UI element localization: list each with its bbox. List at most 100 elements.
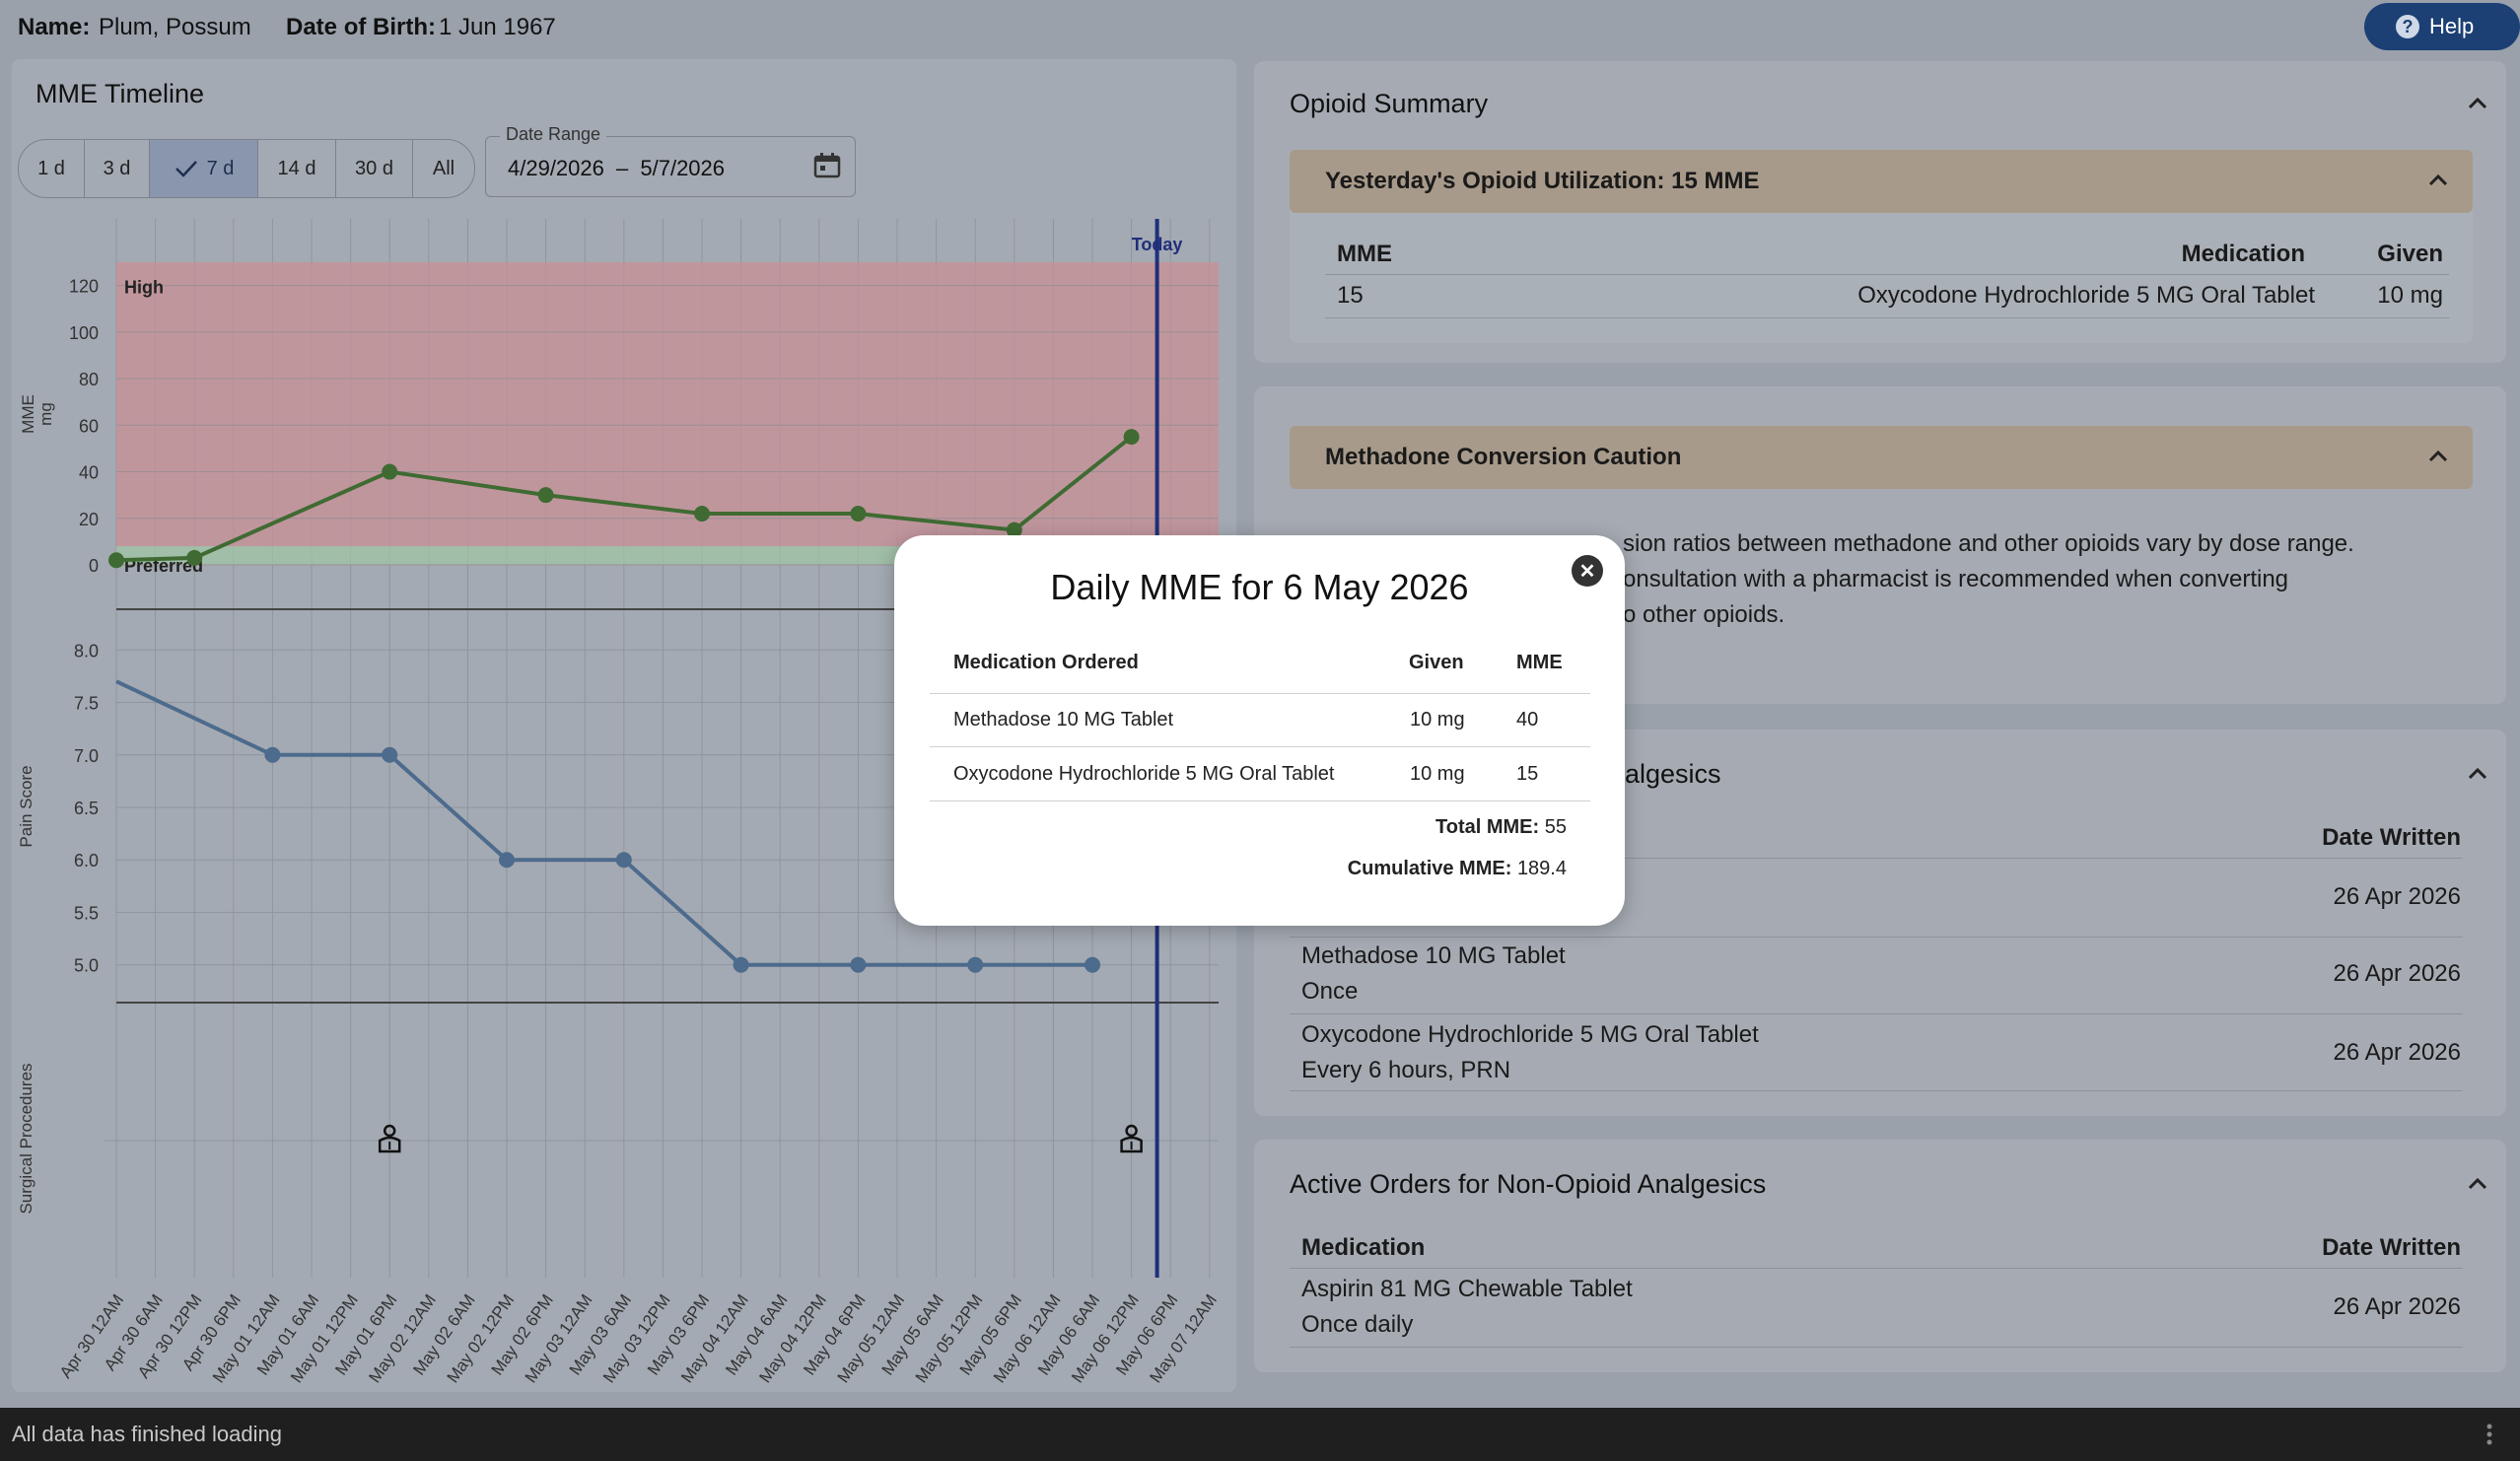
daily-mme-dialog: Daily MME for 6 May 2026 ✕ Medication Or… [894,535,1625,926]
dialog-row-given: 10 mg [1410,763,1465,785]
close-icon: ✕ [1578,560,1596,583]
order-name: Aspirin 81 MG Chewable Tablet [1301,1276,1633,1302]
col-medication: Medication [2181,241,2305,267]
row-divider [1290,1090,2463,1091]
y-tick-label: 7.0 [74,746,99,766]
row-divider [930,693,1590,694]
chevron-up-icon[interactable] [2465,1171,2490,1197]
more-vert-icon[interactable] [2485,1422,2494,1447]
range-1d-button[interactable]: 1 d [19,140,85,197]
y-axis-label: Pain Score [17,765,35,847]
mme-data-point [537,487,554,504]
cumulative-mme-value: 189.4 [1516,858,1567,879]
order-date: 26 Apr 2026 [2333,883,2461,910]
range-7d-label: 7 d [206,157,235,179]
mme-data-point [1123,429,1140,446]
high-zone-label: High [124,278,164,298]
col-mme: MME [1337,241,1392,267]
chevron-up-icon[interactable] [2465,761,2490,787]
total-mme-label: Total MME: [1435,816,1540,838]
pain-data-point [264,746,281,763]
non-opioid-title: Active Orders for Non-Opioid Analgesics [1290,1169,1767,1199]
range-7d-button[interactable]: 7 d [150,140,258,197]
col-medication: Medication [1301,1234,1426,1261]
check-icon [175,161,197,177]
pain-data-point [850,956,867,973]
mme-data-point [694,506,710,522]
order-date: 26 Apr 2026 [2333,960,2461,987]
date-range-value: 4/29/2026 – 5/7/2026 [508,156,725,181]
dialog-row-medication: Oxycodone Hydrochloride 5 MG Oral Tablet [953,763,1335,785]
row-divider [930,746,1590,747]
col-medication-ordered: Medication Ordered [953,652,1139,673]
col-date-written: Date Written [2322,824,2461,851]
help-label: Help [2429,14,2475,38]
col-mme: MME [1516,652,1563,673]
chevron-up-icon[interactable] [2425,444,2451,469]
date-range-field[interactable]: Date Range 4/29/2026 – 5/7/2026 [485,124,856,197]
range-3d-button[interactable]: 3 d [85,140,150,197]
surgical-procedure-icon [378,1124,401,1153]
range-30d-button[interactable]: 30 d [336,140,413,197]
y-tick-label: 7.5 [74,694,99,714]
range-all-button[interactable]: All [432,157,455,179]
y-tick-label: 60 [79,416,99,436]
dialog-row-given: 10 mg [1410,709,1465,730]
pain-data-point [967,956,984,973]
opioid-orders-title: algesics [1625,759,1721,789]
yesterday-utilization-card: Yesterday's Opioid Utilization: 15 MME M… [1290,150,2473,343]
calendar-icon[interactable] [813,153,841,178]
methadone-caution-text: sion ratios between methadone and other … [1623,526,2490,633]
total-mme-value: 55 [1544,816,1567,838]
high-zone [116,262,1219,547]
order-frequency: Once [1301,978,1359,1005]
pain-data-point [1085,956,1100,973]
order-date: 26 Apr 2026 [2333,1293,2461,1320]
y-tick-label: 5.5 [74,903,99,923]
pain-data-point [499,852,515,869]
pain-data-point [615,852,632,869]
col-date-written: Date Written [2322,1234,2461,1261]
date-end: 5/7/2026 [640,156,726,180]
row-divider [1290,1347,2463,1348]
row-divider [1290,1268,2463,1269]
help-icon: ? [2396,15,2419,38]
y-axis-label: MMEmg [19,394,55,434]
methadone-caution-header[interactable]: Methadone Conversion Caution [1290,426,2473,489]
y-tick-label: 8.0 [74,641,99,661]
help-button[interactable]: ? Help [2364,3,2520,50]
dob-label: Date of Birth: [286,14,436,40]
y-tick-label: 120 [69,277,99,297]
date-start: 4/29/2026 [508,156,604,180]
non-opioid-orders-card: Active Orders for Non-Opioid Analgesics … [1254,1140,2506,1372]
row-divider [1290,858,2463,859]
methadone-caution-title: Methadone Conversion Caution [1325,444,1682,470]
close-button[interactable]: ✕ [1572,555,1603,587]
col-given: Given [1409,652,1464,673]
y-tick-label: 20 [79,510,99,529]
mme-data-point [850,506,867,522]
patient-name: Plum, Possum [99,14,251,40]
total-mme: Total MME: 55 [1190,816,1567,839]
mme-data-point [382,463,398,480]
y-tick-label: 6.5 [74,799,99,818]
yesterday-utilization-header[interactable]: Yesterday's Opioid Utilization: 15 MME [1290,150,2473,213]
row-given: 10 mg [2377,282,2443,309]
order-frequency: Once daily [1301,1311,1414,1338]
chevron-up-icon[interactable] [2425,168,2451,193]
y-tick-label: 6.0 [74,851,99,870]
today-label: Today [1132,235,1183,254]
range-14d-button[interactable]: 14 d [258,140,336,197]
row-divider [1325,317,2449,318]
row-medication: Oxycodone Hydrochloride 5 MG Oral Tablet [1857,282,2315,309]
pain-data-point [382,746,398,763]
chevron-up-icon[interactable] [2465,91,2490,116]
dialog-row-mme: 40 [1516,709,1539,730]
yesterday-utilization-title: Yesterday's Opioid Utilization: 15 MME [1325,168,1760,194]
date-separator: – [616,156,629,180]
status-bar: All data has finished loading [0,1408,2520,1461]
date-range-label: Date Range [500,124,607,145]
timeline-title: MME Timeline [35,79,205,108]
pain-data-point [733,956,749,973]
